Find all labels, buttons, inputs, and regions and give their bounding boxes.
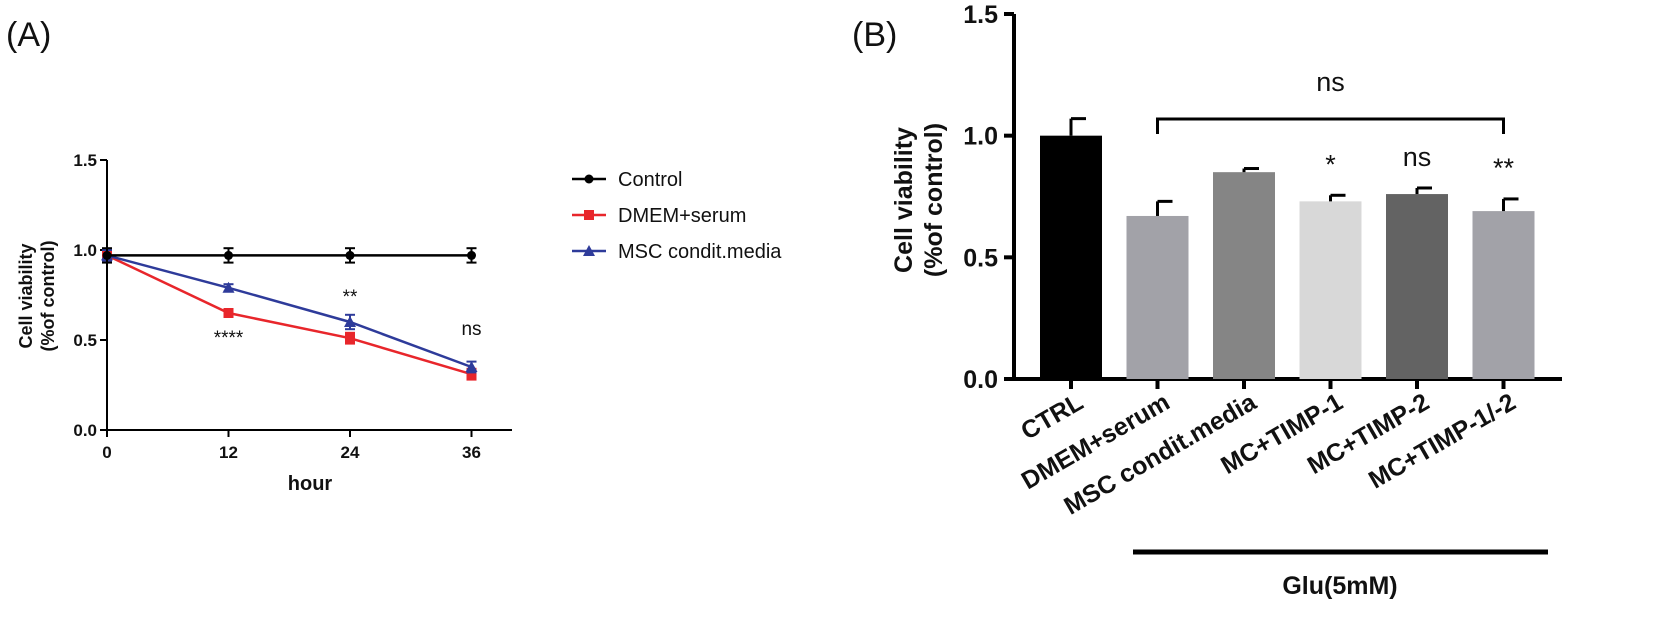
- series-line: [106, 254, 472, 376]
- bar-chart-axes: [1012, 14, 1562, 381]
- bar-chart-y-tick-label: 0.5: [963, 244, 998, 272]
- series-msc-condit-media: [101, 249, 478, 374]
- data-point: [102, 250, 112, 260]
- bar-chart-y-tick-label: 1.0: [963, 123, 998, 151]
- bar: [1126, 215, 1189, 379]
- line-chart-y-tick-label: 0.0: [73, 421, 97, 440]
- legend-marker: [584, 210, 594, 220]
- bar-chart-y-tick-label: 1.5: [963, 1, 998, 29]
- bar-chart-ticks: 0.0 0.5 1.0 1.5: [963, 1, 1506, 394]
- line-chart-a: 0.00.51.01.50 12 24 36 ******ns hour Cell v…: [16, 151, 782, 495]
- bracket-label: ns: [1316, 67, 1345, 97]
- data-point: [222, 281, 235, 293]
- line-chart-y-tick-label: 0.5: [73, 331, 97, 350]
- bar-chart-bars: [1040, 117, 1535, 379]
- legend-entry: Control: [572, 169, 682, 191]
- data-point: [467, 250, 476, 260]
- panel-a-label: (A): [6, 16, 51, 54]
- legend-label: DMEM+serum: [618, 205, 746, 227]
- bar-chart-y-label-line1: Cell viability: [890, 127, 918, 273]
- panel-b-label: (B): [852, 16, 897, 54]
- line-chart-x-label: hour: [288, 473, 333, 495]
- bar: [1040, 135, 1102, 379]
- line-chart-ticks: 0.0 0.5 1.0 1.5 0 12 24 36: [73, 151, 481, 462]
- bar: [1472, 211, 1535, 379]
- bar-chart-significance: * ns ** ns: [1156, 67, 1515, 183]
- significance-label: ns: [1403, 142, 1432, 172]
- bar-chart-y-tick-label: 0.0: [963, 366, 998, 394]
- legend-label: MSC condit.media: [618, 241, 782, 263]
- data-point: [345, 333, 355, 344]
- line-chart-x-tick-label: 36: [462, 443, 481, 462]
- bar-chart-y-label-line2: (%of control): [920, 123, 948, 277]
- legend-marker: [583, 245, 595, 256]
- group-label: Glu(5mM): [1282, 572, 1397, 600]
- significance-label: *: [1325, 149, 1336, 179]
- line-chart-y-tick-label: 1.0: [73, 241, 97, 260]
- legend-label: Control: [618, 169, 682, 191]
- data-point: [466, 369, 477, 380]
- line-chart-x-tick-label: 0: [102, 443, 111, 462]
- data-point: [345, 250, 355, 260]
- bar: [1213, 172, 1275, 379]
- legend-marker: [584, 174, 594, 184]
- category-label: MC+TIMP-1/-2: [1364, 388, 1521, 495]
- legend-entry: MSC condit.media: [572, 241, 782, 263]
- significance-label: ****: [214, 328, 244, 349]
- bar: [1299, 201, 1362, 379]
- series-control: [102, 247, 477, 264]
- series-line: [106, 254, 472, 369]
- significance-bracket: [1156, 117, 1505, 134]
- legend-entry: DMEM+serum: [572, 205, 746, 227]
- line-chart-y-tick-label: 1.5: [73, 151, 97, 170]
- data-point: [465, 361, 478, 372]
- data-point: [224, 250, 233, 260]
- line-chart-series: [101, 247, 478, 381]
- data-point: [344, 316, 356, 327]
- line-chart-x-tick-label: 24: [341, 443, 360, 462]
- significance-label: ns: [461, 319, 481, 340]
- line-chart-annotations: ******ns: [214, 287, 482, 349]
- data-point: [223, 308, 234, 318]
- line-chart-y-label-line1: Cell viability: [16, 243, 36, 348]
- line-chart-x-tick-label: 12: [219, 443, 238, 462]
- line-chart-legend: Control DMEM+serum MSC condit.media: [572, 169, 782, 263]
- line-chart-y-label-line2: (%of control): [38, 241, 58, 352]
- significance-label: **: [1493, 153, 1515, 183]
- significance-label: **: [343, 287, 358, 308]
- bar: [1386, 194, 1448, 379]
- line-chart-axes: [106, 160, 512, 431]
